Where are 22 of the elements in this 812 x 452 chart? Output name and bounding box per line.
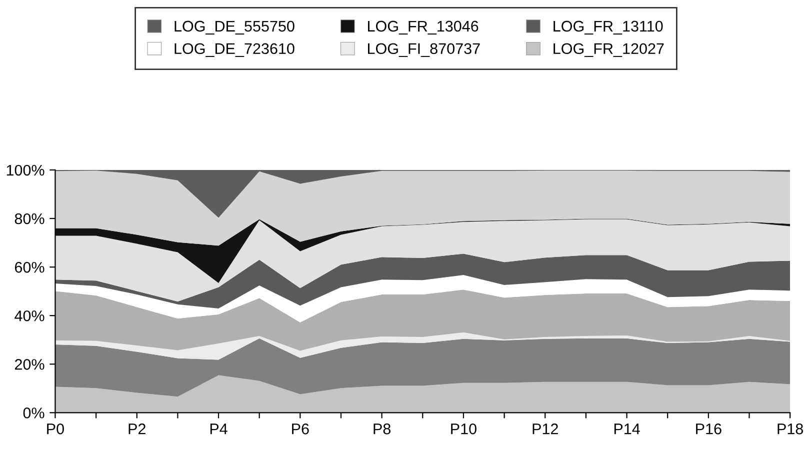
x-tick-label: P16	[696, 423, 722, 434]
y-tick-label: 0%	[23, 408, 44, 418]
legend-label: LOG_FR_12027	[554, 43, 664, 57]
y-tick-label: 100%	[6, 164, 44, 176]
y-tick-label: 40%	[14, 310, 44, 322]
x-tick-label: P14	[614, 424, 640, 434]
x-tick-label: P6	[292, 423, 309, 434]
x-tick-label: P4	[210, 424, 228, 434]
x-tick-label: P12	[532, 423, 558, 434]
legend-label: LOG_DE_555750	[174, 20, 294, 35]
legend-label: LOG_FR_13110	[554, 20, 663, 35]
x-tick-label: P10	[451, 423, 476, 434]
x-tick-label: P18	[778, 423, 804, 434]
y-tick-label: 60%	[15, 262, 44, 273]
legend-label: LOG_FR_13046	[368, 20, 478, 35]
x-tick-label: P2	[128, 423, 146, 434]
y-tick-label: 80%	[14, 213, 44, 224]
x-tick-label: P8	[374, 423, 390, 434]
x-tick-label: P0	[47, 423, 64, 434]
legend-label: LOG_DE_723610	[174, 43, 294, 57]
legend-label: LOG_FI_870737	[368, 43, 480, 57]
y-tick-label: 20%	[14, 359, 44, 370]
